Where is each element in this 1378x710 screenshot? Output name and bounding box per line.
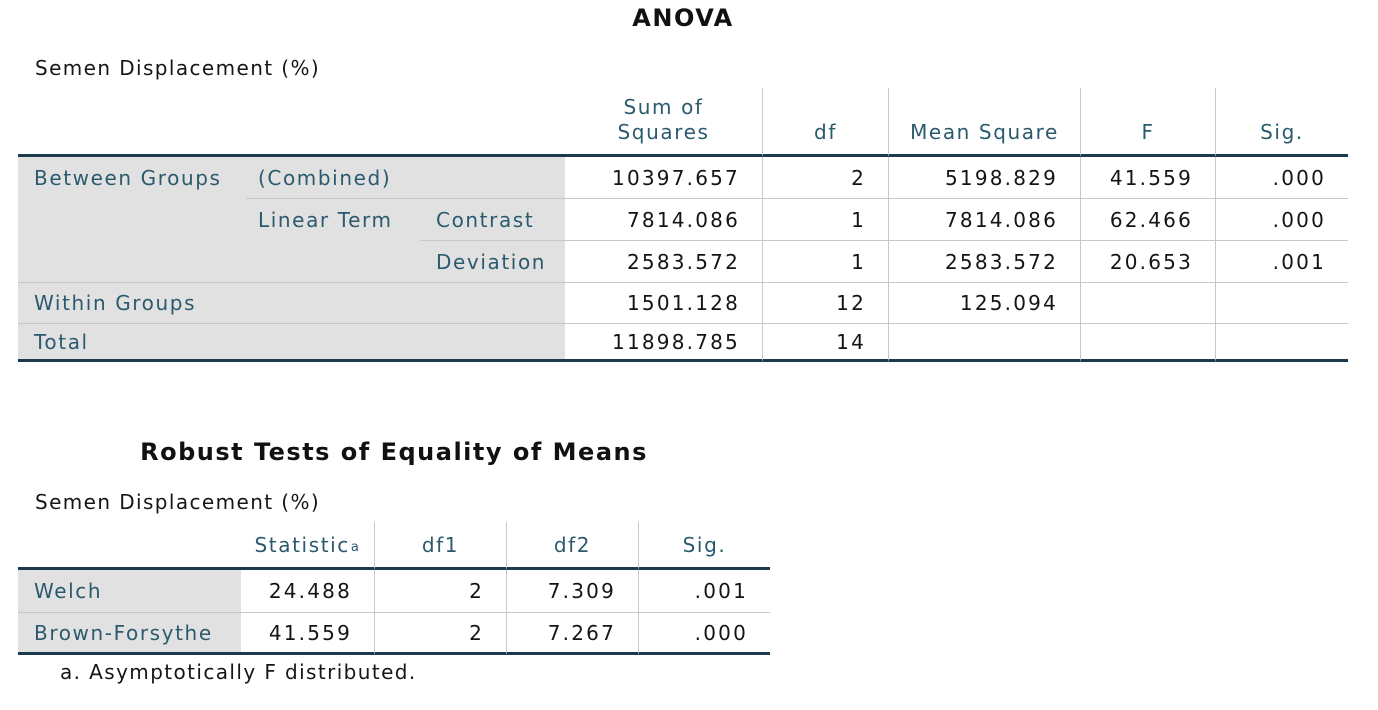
anova-cell-df: 14 — [762, 324, 888, 362]
table-footnote: a. Asymptotically F distributed. — [60, 660, 417, 684]
anova-header-df: df — [762, 88, 888, 157]
anova-header-sig: Sig. — [1215, 88, 1348, 157]
anova-cell-sum-of-squares: 10397.657 — [565, 157, 762, 199]
anova-cell-sig: .000 — [1215, 157, 1348, 199]
robust-cell-statistic: 24.488 — [241, 570, 374, 613]
robust-tests-title: Robust Tests of Equality of Means — [140, 438, 648, 466]
anova-row-label-linear-term: Linear Term — [246, 199, 420, 241]
anova-cell-mean-square: 2583.572 — [888, 241, 1080, 283]
robust-cell-statistic: 41.559 — [241, 613, 374, 655]
anova-cell — [18, 241, 246, 283]
anova-row-label-contrast: Contrast — [420, 199, 565, 241]
robust-row-label-brown-forsythe: Brown-Forsythe — [18, 613, 241, 655]
robust-tests-caption: Semen Displacement (%) — [35, 490, 321, 514]
anova-cell — [246, 241, 420, 283]
anova-cell-df: 2 — [762, 157, 888, 199]
anova-header-sum-of-squares: Sum of Squares — [565, 88, 762, 157]
anova-cell-sum-of-squares: 7814.086 — [565, 199, 762, 241]
anova-row-label-within-groups: Within Groups — [18, 283, 246, 324]
anova-cell — [18, 199, 246, 241]
anova-cell-mean-square — [888, 324, 1080, 362]
anova-cell — [420, 324, 565, 362]
anova-cell-sig — [1215, 283, 1348, 324]
anova-caption: Semen Displacement (%) — [35, 56, 321, 80]
robust-header-statistic-label: Statistic — [254, 533, 350, 557]
anova-header-mean-square: Mean Square — [888, 88, 1080, 157]
anova-header-stub3 — [420, 88, 565, 157]
robust-cell-df1: 2 — [374, 570, 506, 613]
anova-cell — [246, 324, 420, 362]
anova-cell-sum-of-squares: 11898.785 — [565, 324, 762, 362]
anova-cell-f — [1080, 283, 1215, 324]
anova-cell-df: 1 — [762, 241, 888, 283]
footnote-marker-a: a — [350, 540, 361, 555]
robust-tests-table: Statistic a df1 df2 Sig. Welch 24.488 2 7… — [18, 522, 770, 655]
anova-row-label-total: Total — [18, 324, 246, 362]
anova-cell-mean-square: 5198.829 — [888, 157, 1080, 199]
anova-row-label-deviation: Deviation — [420, 241, 565, 283]
anova-header-f: F — [1080, 88, 1215, 157]
anova-row-label-between-groups: Between Groups — [18, 157, 246, 199]
anova-cell-f — [1080, 324, 1215, 362]
anova-cell-mean-square: 125.094 — [888, 283, 1080, 324]
anova-cell — [420, 157, 565, 199]
robust-cell-sig: .001 — [638, 570, 770, 613]
anova-cell-sig — [1215, 324, 1348, 362]
anova-cell — [246, 283, 420, 324]
anova-header-sum-of-squares-label: Sum of Squares — [617, 95, 710, 144]
anova-title: ANOVA — [632, 4, 734, 32]
anova-cell-f: 62.466 — [1080, 199, 1215, 241]
robust-header-statistic: Statistic a — [241, 522, 374, 570]
anova-cell-f: 20.653 — [1080, 241, 1215, 283]
robust-cell-df2: 7.267 — [506, 613, 638, 655]
anova-row-label-combined: (Combined) — [246, 157, 420, 199]
anova-cell-df: 12 — [762, 283, 888, 324]
anova-cell-sum-of-squares: 2583.572 — [565, 241, 762, 283]
anova-cell — [420, 283, 565, 324]
anova-cell-mean-square: 7814.086 — [888, 199, 1080, 241]
robust-row-label-welch: Welch — [18, 570, 241, 613]
anova-cell-f: 41.559 — [1080, 157, 1215, 199]
anova-header-stub1 — [18, 88, 246, 157]
robust-header-sig: Sig. — [638, 522, 770, 570]
anova-cell-df: 1 — [762, 199, 888, 241]
robust-cell-df1: 2 — [374, 613, 506, 655]
anova-table: Sum of Squares df Mean Square F Sig. Bet… — [18, 88, 1348, 362]
robust-cell-df2: 7.309 — [506, 570, 638, 613]
robust-header-stub — [18, 522, 241, 570]
anova-cell-sig: .000 — [1215, 199, 1348, 241]
anova-cell-sum-of-squares: 1501.128 — [565, 283, 762, 324]
robust-header-df2: df2 — [506, 522, 638, 570]
anova-cell-sig: .001 — [1215, 241, 1348, 283]
robust-cell-sig: .000 — [638, 613, 770, 655]
robust-header-df1: df1 — [374, 522, 506, 570]
anova-header-stub2 — [246, 88, 420, 157]
